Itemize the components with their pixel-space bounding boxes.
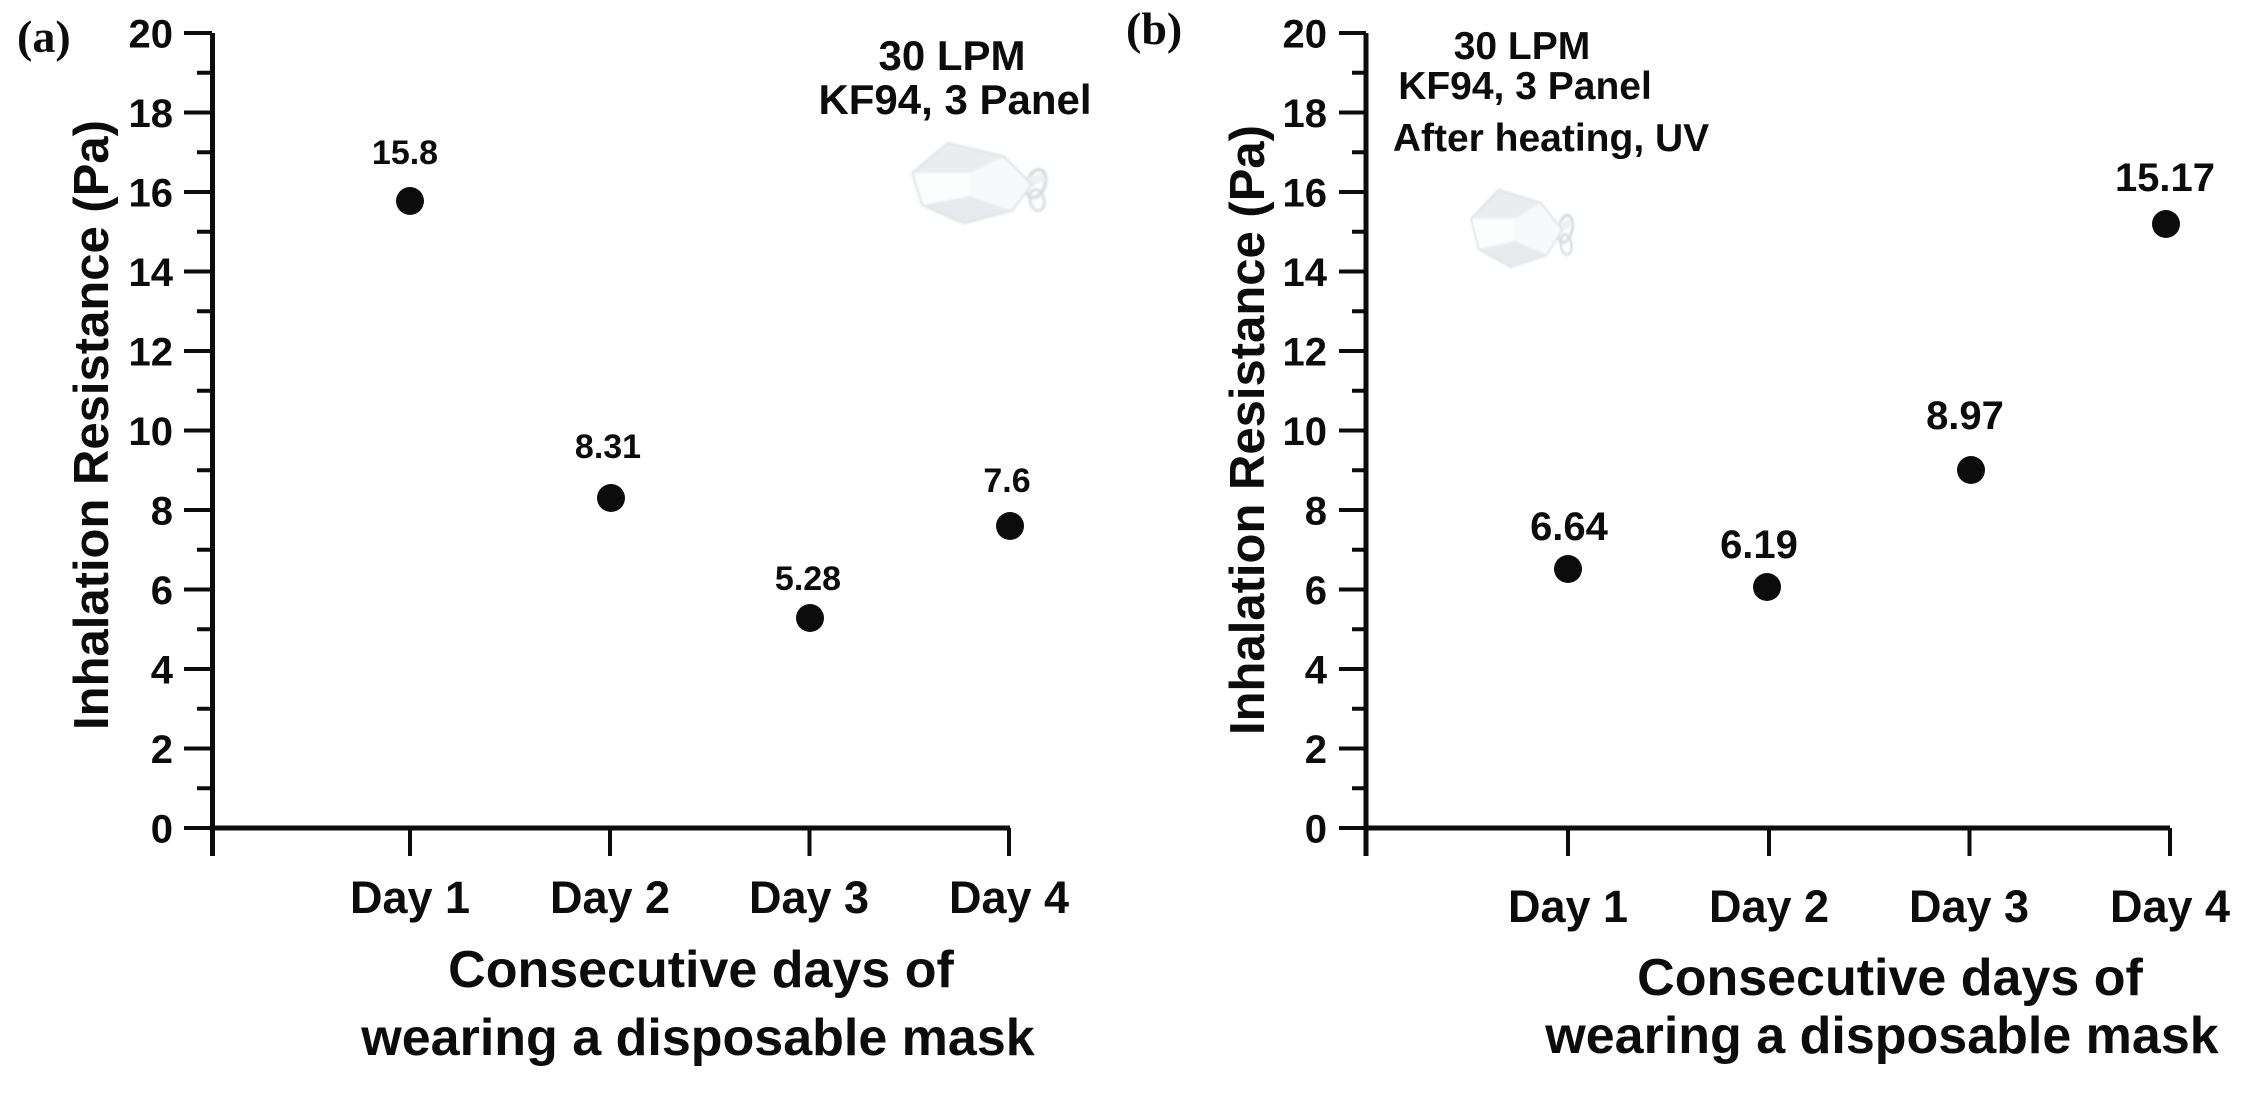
svg-text:(b): (b) <box>1126 3 1182 54</box>
svg-text:wearing a disposable mask: wearing a disposable mask <box>360 1009 1034 1067</box>
svg-text:30 LPM: 30 LPM <box>1454 25 1591 68</box>
svg-text:Consecutive days of: Consecutive days of <box>1637 949 2143 1007</box>
svg-text:0: 0 <box>1305 808 1327 852</box>
svg-text:(a): (a) <box>17 11 71 62</box>
svg-text:5.28: 5.28 <box>775 560 841 598</box>
svg-text:16: 16 <box>129 172 174 216</box>
svg-text:Inhalation Resistance (Pa): Inhalation Resistance (Pa) <box>65 120 119 730</box>
svg-text:6.19: 6.19 <box>1720 523 1798 567</box>
svg-text:12: 12 <box>1283 331 1328 375</box>
svg-text:14: 14 <box>1283 251 1328 295</box>
svg-text:0: 0 <box>151 808 173 852</box>
svg-text:10: 10 <box>1283 410 1328 454</box>
svg-text:18: 18 <box>129 92 174 136</box>
svg-text:6.64: 6.64 <box>1530 505 1609 549</box>
svg-text:Inhalation Resistance (Pa): Inhalation Resistance (Pa) <box>1221 125 1275 735</box>
svg-text:20: 20 <box>1283 13 1328 57</box>
svg-text:4: 4 <box>1305 649 1328 693</box>
svg-text:15.8: 15.8 <box>372 134 438 172</box>
svg-text:2: 2 <box>151 728 173 772</box>
svg-text:Consecutive days of: Consecutive days of <box>448 941 954 999</box>
svg-text:After heating, UV: After heating, UV <box>1393 117 1709 160</box>
svg-text:Day 1: Day 1 <box>1508 881 1628 932</box>
svg-text:12: 12 <box>129 331 174 375</box>
svg-text:Day 3: Day 3 <box>1909 881 2029 932</box>
svg-text:Day 3: Day 3 <box>749 872 869 923</box>
svg-text:10: 10 <box>129 410 174 454</box>
svg-text:2: 2 <box>1305 728 1327 772</box>
svg-text:6: 6 <box>151 569 173 613</box>
svg-text:Day 2: Day 2 <box>1709 881 1829 932</box>
svg-text:4: 4 <box>151 649 174 693</box>
svg-text:14: 14 <box>129 251 174 295</box>
svg-text:6: 6 <box>1305 569 1327 613</box>
svg-text:wearing a disposable mask: wearing a disposable mask <box>1544 1007 2218 1065</box>
svg-text:Day 2: Day 2 <box>550 872 670 923</box>
svg-text:Day 4: Day 4 <box>2110 881 2230 932</box>
svg-text:8: 8 <box>1305 490 1327 534</box>
svg-text:KF94, 3 Panel: KF94, 3 Panel <box>818 76 1091 123</box>
svg-text:KF94, 3 Panel: KF94, 3 Panel <box>1398 65 1652 108</box>
svg-text:8.97: 8.97 <box>1926 394 2004 438</box>
svg-text:Day 1: Day 1 <box>350 872 470 923</box>
svg-text:Day 4: Day 4 <box>949 872 1069 923</box>
svg-text:30 LPM: 30 LPM <box>878 32 1025 79</box>
svg-text:16: 16 <box>1283 172 1328 216</box>
svg-text:18: 18 <box>1283 92 1328 136</box>
svg-text:7.6: 7.6 <box>983 462 1030 500</box>
svg-text:15.17: 15.17 <box>2115 156 2215 200</box>
svg-text:8: 8 <box>151 490 173 534</box>
svg-text:8.31: 8.31 <box>575 428 641 466</box>
svg-text:20: 20 <box>129 13 174 57</box>
